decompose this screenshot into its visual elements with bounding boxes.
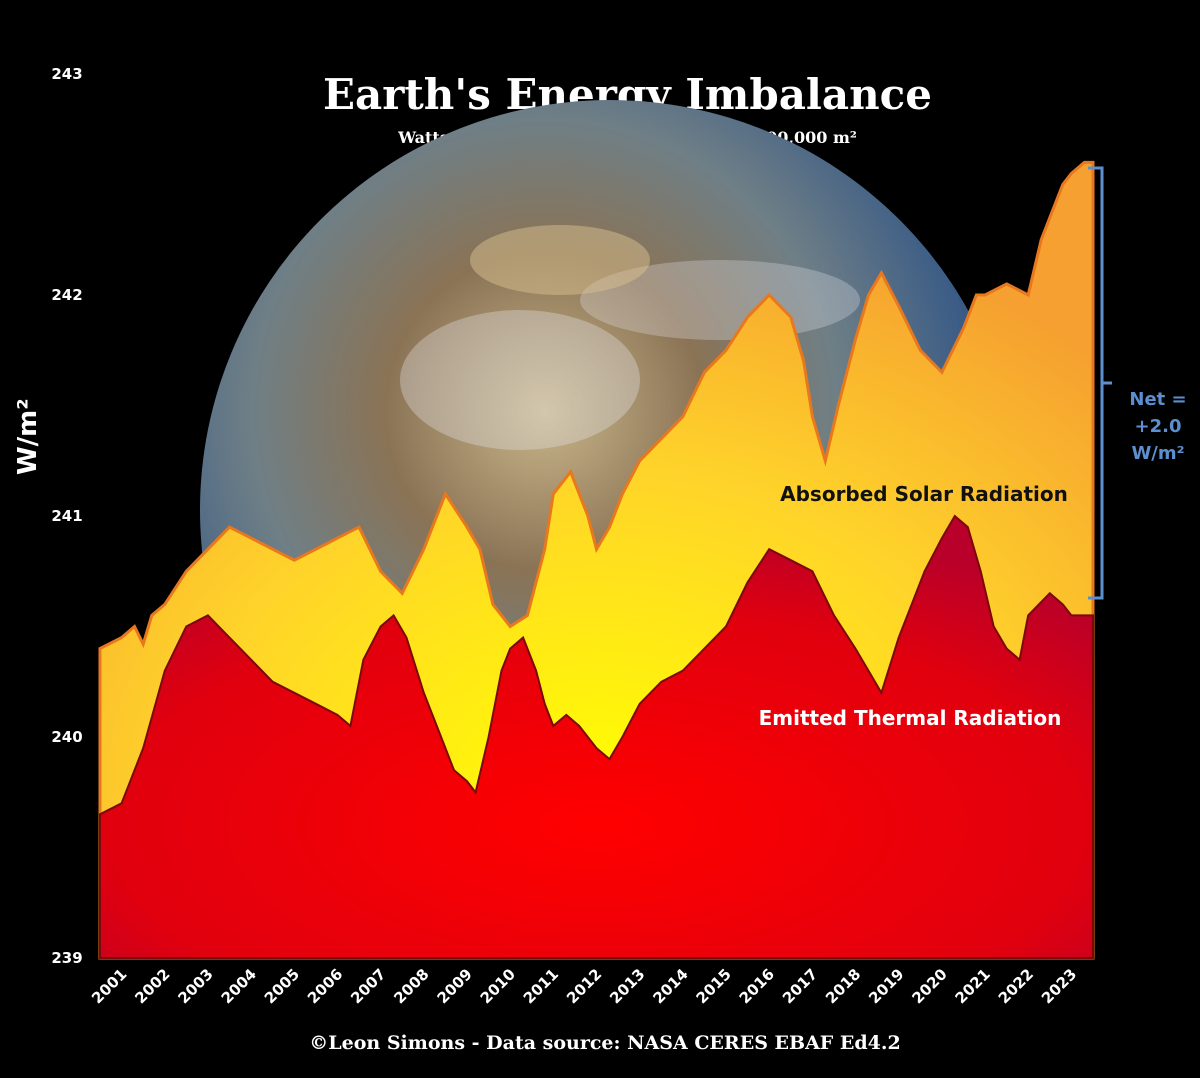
x-tick-label: 2021 — [952, 965, 994, 1007]
emitted-thermal-label: Emitted Thermal Radiation — [759, 706, 1062, 730]
x-tick-label: 2002 — [131, 965, 173, 1007]
x-tick-label: 2022 — [995, 965, 1037, 1007]
net-value: +2.0 — [1135, 416, 1182, 437]
emitted-thermal-area — [99, 514, 1094, 959]
y-axis-ticks: 239 240 241 242 243 — [51, 65, 82, 967]
net-unit: W/m² — [1131, 443, 1184, 464]
y-tick-label: 242 — [51, 286, 82, 304]
x-tick-label: 2009 — [434, 965, 476, 1007]
x-tick-label: 2011 — [520, 965, 562, 1007]
x-tick-label: 2015 — [693, 965, 735, 1007]
x-tick-label: 2008 — [390, 965, 432, 1007]
x-tick-label: 2017 — [779, 965, 821, 1007]
x-tick-label: 2010 — [477, 965, 519, 1007]
absorbed-solar-label: Absorbed Solar Radiation — [780, 482, 1068, 506]
x-tick-label: 2012 — [563, 965, 605, 1007]
x-tick-label: 2020 — [908, 965, 950, 1007]
x-tick-label: 2005 — [261, 965, 303, 1007]
y-tick-label: 239 — [51, 949, 82, 967]
x-tick-label: 2001 — [88, 965, 130, 1007]
x-tick-label: 2018 — [822, 965, 864, 1007]
x-tick-label: 2016 — [736, 965, 778, 1007]
x-tick-label: 2023 — [1038, 965, 1080, 1007]
x-tick-label: 2006 — [304, 965, 346, 1007]
x-tick-label: 2003 — [175, 965, 217, 1007]
x-axis-ticks: 2001 2002 2003 2004 2005 2006 2007 2008 2009 2010… — [88, 965, 1080, 1007]
y-tick-label: 241 — [51, 507, 82, 525]
x-tick-label: 2013 — [606, 965, 648, 1007]
x-tick-label: 2004 — [218, 965, 260, 1007]
y-tick-label: 243 — [51, 65, 82, 83]
x-tick-label: 2019 — [865, 965, 907, 1007]
net-imbalance-bracket — [1088, 166, 1112, 600]
net-label-line1: Net = — [1129, 389, 1186, 410]
y-tick-label: 240 — [51, 728, 82, 746]
x-tick-label: 2014 — [649, 965, 691, 1007]
chart-footer: ©Leon Simons - Data source: NASA CERES E… — [309, 1032, 901, 1054]
x-tick-label: 2007 — [347, 965, 389, 1007]
